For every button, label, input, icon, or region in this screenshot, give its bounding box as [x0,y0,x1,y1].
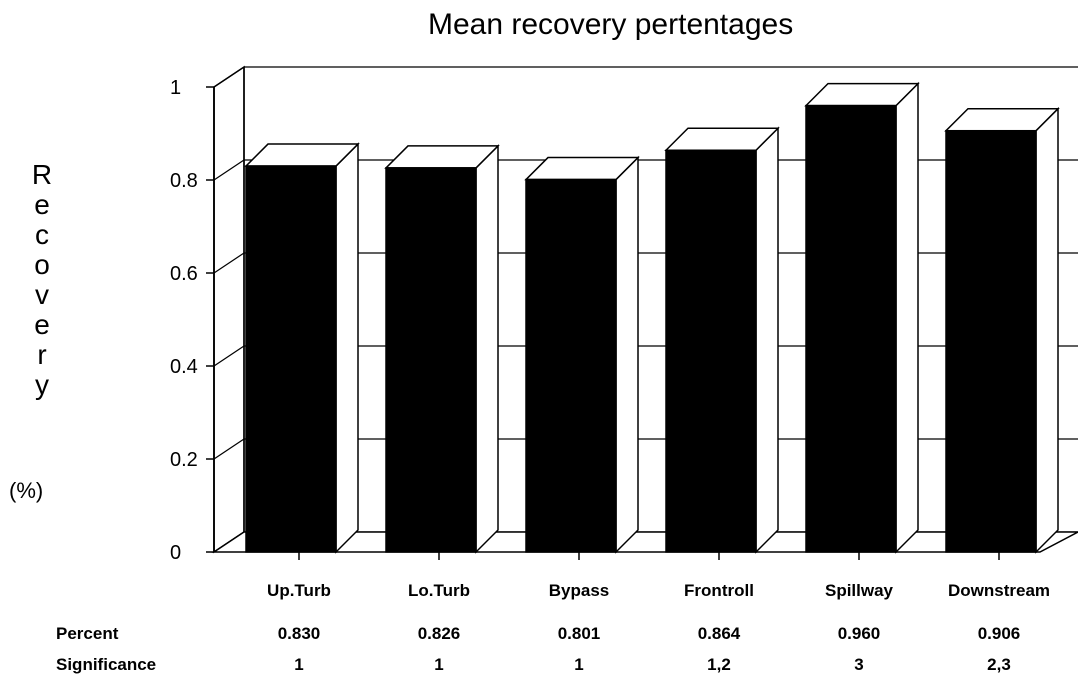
gridline-diagonal [213,159,245,181]
percent-value: 0.906 [977,624,1021,643]
x-tick-label: Frontroll [684,581,754,600]
back-wall [244,67,1078,532]
y-axis-label-letter: e [34,189,50,220]
bar [945,129,1037,553]
x-tick-label: Bypass [549,581,609,600]
bar-side [335,142,359,554]
percent-value: 0.801 [557,624,601,643]
significance-row-label: Significance [56,655,157,674]
y-axis-label-letter: o [34,249,50,280]
y-tick-label: 0.8 [170,170,198,192]
significance-value: 3 [854,655,864,674]
x-tick-label: Lo.Turb [408,581,470,600]
gridline-diagonal [213,66,245,88]
bar-side [1035,106,1059,554]
significance-value: 1,2 [707,655,731,674]
bar-side [615,155,639,554]
bar-side [475,144,499,554]
y-axis-label-letter: y [35,369,49,400]
x-tick-label: Downstream [948,581,1050,600]
bar [805,104,897,553]
percent-row-label: Percent [56,624,119,643]
gridline-diagonal [213,438,245,460]
significance-value: 1 [574,655,584,674]
y-axis-label-letter: e [34,309,50,340]
percent-value: 0.826 [417,624,461,643]
y-axis-label-letter: R [31,159,53,190]
percent-value: 0.960 [837,624,881,643]
percent-value: 0.830 [277,624,321,643]
y-axis-label-letter: c [35,219,49,250]
gridline-diagonal [213,252,245,274]
x-tick-label: Up.Turb [267,581,331,600]
y-axis-unit: (%) [9,478,44,503]
y-tick-label: 0 [170,542,181,564]
chart-title: Mean recovery pertentages [428,8,794,41]
bar [385,167,477,553]
significance-value: 2,3 [987,655,1011,674]
bar-side [895,81,919,554]
percent-value: 0.864 [697,624,741,643]
bar [665,149,757,553]
y-tick-label: 0.4 [170,356,198,378]
y-axis-label-letter: r [37,339,47,370]
bar [525,178,617,553]
significance-value: 1 [434,655,444,674]
y-tick-label: 0.2 [170,449,198,471]
y-tick-label: 1 [170,77,181,99]
gridline-diagonal [213,345,245,367]
significance-value: 1 [294,655,304,674]
bar-side [755,126,779,554]
bar [245,165,337,553]
x-tick-label: Spillway [825,581,894,600]
left-wall [213,65,245,554]
y-axis-label-letter: v [35,279,49,310]
y-tick-label: 0.6 [170,263,198,285]
